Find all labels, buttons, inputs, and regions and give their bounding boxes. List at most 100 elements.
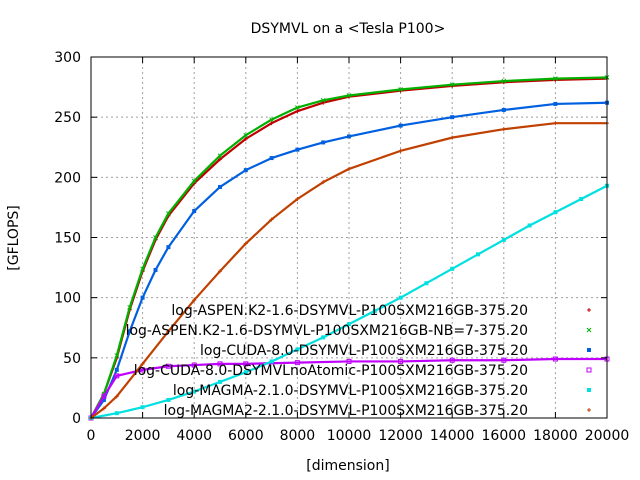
data-point: [553, 101, 558, 106]
data-point: [398, 295, 403, 300]
data-point: [321, 140, 326, 145]
legend-entry-2: log-ASPEN.K2-1.6-DSYMVL-P100SXM216GB-NB=…: [126, 323, 592, 339]
y-tick-label: 200: [54, 170, 81, 186]
data-point: [127, 304, 133, 310]
plot-area: [88, 75, 610, 421]
data-point: [501, 78, 507, 84]
data-point: [191, 362, 197, 368]
data-point: [101, 393, 107, 399]
data-point: [450, 135, 455, 140]
x-tick-label: 0: [87, 428, 96, 444]
data-point: [243, 136, 248, 141]
legend-label: log-ASPEN.K2-1.6-DSYMVL-P100SXM216GB-375…: [171, 303, 528, 319]
x-tick-label: 16000: [482, 428, 527, 444]
data-point: [114, 394, 119, 399]
legend-label: log-ASPEN.K2-1.6-DSYMVL-P100SXM216GB-NB=…: [126, 323, 528, 339]
data-point: [552, 356, 558, 362]
data-point: [579, 196, 584, 201]
legend-label: log-CUDA-8.0-DSYMVL-P100SXM216GB-375.20: [200, 343, 528, 359]
x-tick-label: 2000: [125, 428, 161, 444]
data-point: [295, 147, 300, 152]
data-point: [153, 267, 158, 272]
data-point: [294, 360, 300, 366]
data-point: [269, 117, 274, 122]
data-point: [101, 397, 106, 402]
data-point: [527, 223, 532, 228]
data-point: [243, 370, 248, 375]
data-point: [243, 132, 249, 138]
data-point: [140, 295, 145, 300]
data-point: [217, 361, 223, 367]
data-point: [398, 87, 403, 92]
legend-label: log-CUDA-8.0-DSYMVLnoAtomic-P100SXM216GB…: [134, 363, 528, 379]
x-axis-title: [dimension]: [306, 458, 389, 474]
y-tick-label: 150: [54, 231, 81, 247]
data-point: [269, 359, 274, 364]
data-point: [114, 411, 119, 416]
data-point: [218, 184, 222, 189]
data-point: [587, 308, 591, 312]
data-point: [321, 335, 326, 340]
data-point: [553, 121, 558, 126]
data-point: [140, 361, 145, 366]
data-point: [269, 217, 274, 222]
x-tick-label: 6000: [228, 428, 264, 444]
data-point: [398, 148, 403, 153]
data-point: [243, 241, 248, 246]
x-tick-label: 10000: [327, 428, 372, 444]
x-tick-label: 14000: [430, 428, 475, 444]
legend-entry-6: log-MAGMA2-2.1.0-DSYMVL-P100SXM216GB-375…: [164, 403, 591, 419]
legend-entry-4: log-CUDA-8.0-DSYMVLnoAtomic-P100SXM216GB…: [134, 363, 592, 379]
data-point: [217, 153, 223, 159]
data-point: [347, 134, 351, 139]
legend-label: log-MAGMA2-2.1.0-DSYMVL-P100SXM216GB-375…: [164, 403, 528, 419]
y-axis-title: [GFLOPS]: [6, 205, 22, 270]
data-point: [449, 82, 455, 88]
data-point: [476, 252, 480, 257]
data-point: [114, 373, 120, 379]
data-point: [553, 210, 558, 215]
data-point: [587, 408, 591, 412]
data-point: [372, 308, 377, 313]
data-point: [166, 329, 171, 334]
data-point: [192, 389, 197, 394]
legend-entry-3: log-CUDA-8.0-DSYMVL-P100SXM216GB-375.20: [200, 343, 591, 359]
y-tick-label: 250: [54, 110, 81, 126]
data-point: [295, 105, 300, 110]
y-tick-label: 50: [63, 351, 81, 367]
data-point: [166, 245, 171, 250]
y-tick-label: 0: [72, 411, 81, 427]
data-point: [127, 329, 132, 334]
data-point: [192, 298, 197, 303]
data-point: [243, 168, 248, 173]
grid: [91, 57, 607, 418]
data-point: [140, 367, 146, 373]
data-point: [587, 348, 591, 352]
data-point: [586, 367, 592, 373]
series-line: [90, 357, 607, 419]
data-point: [191, 178, 197, 184]
data-point: [166, 211, 171, 216]
data-point: [295, 196, 300, 201]
data-point: [192, 209, 197, 214]
data-point: [166, 397, 171, 402]
legend-label: log-MAGMA-2.1.0-DSYMVL-P100SXM216GB-375.…: [173, 383, 528, 399]
series-4: [88, 356, 610, 421]
legend-entry-5: log-MAGMA-2.1.0-DSYMVL-P100SXM216GB-375.…: [173, 383, 591, 399]
series-6: [89, 121, 609, 420]
data-point: [424, 281, 429, 286]
y-tick-label: 100: [54, 291, 81, 307]
data-point: [398, 123, 403, 128]
x-tick-label: 8000: [280, 428, 316, 444]
series-2: [88, 75, 610, 421]
data-point: [346, 93, 352, 98]
x-tick-label: 4000: [176, 428, 212, 444]
data-point: [450, 266, 455, 271]
data-point: [347, 166, 351, 171]
data-point: [398, 358, 404, 364]
data-point: [218, 269, 222, 274]
data-point: [269, 156, 274, 161]
x-tick-label: 18000: [533, 428, 578, 444]
legend: log-ASPEN.K2-1.6-DSYMVL-P100SXM216GB-375…: [126, 303, 592, 419]
